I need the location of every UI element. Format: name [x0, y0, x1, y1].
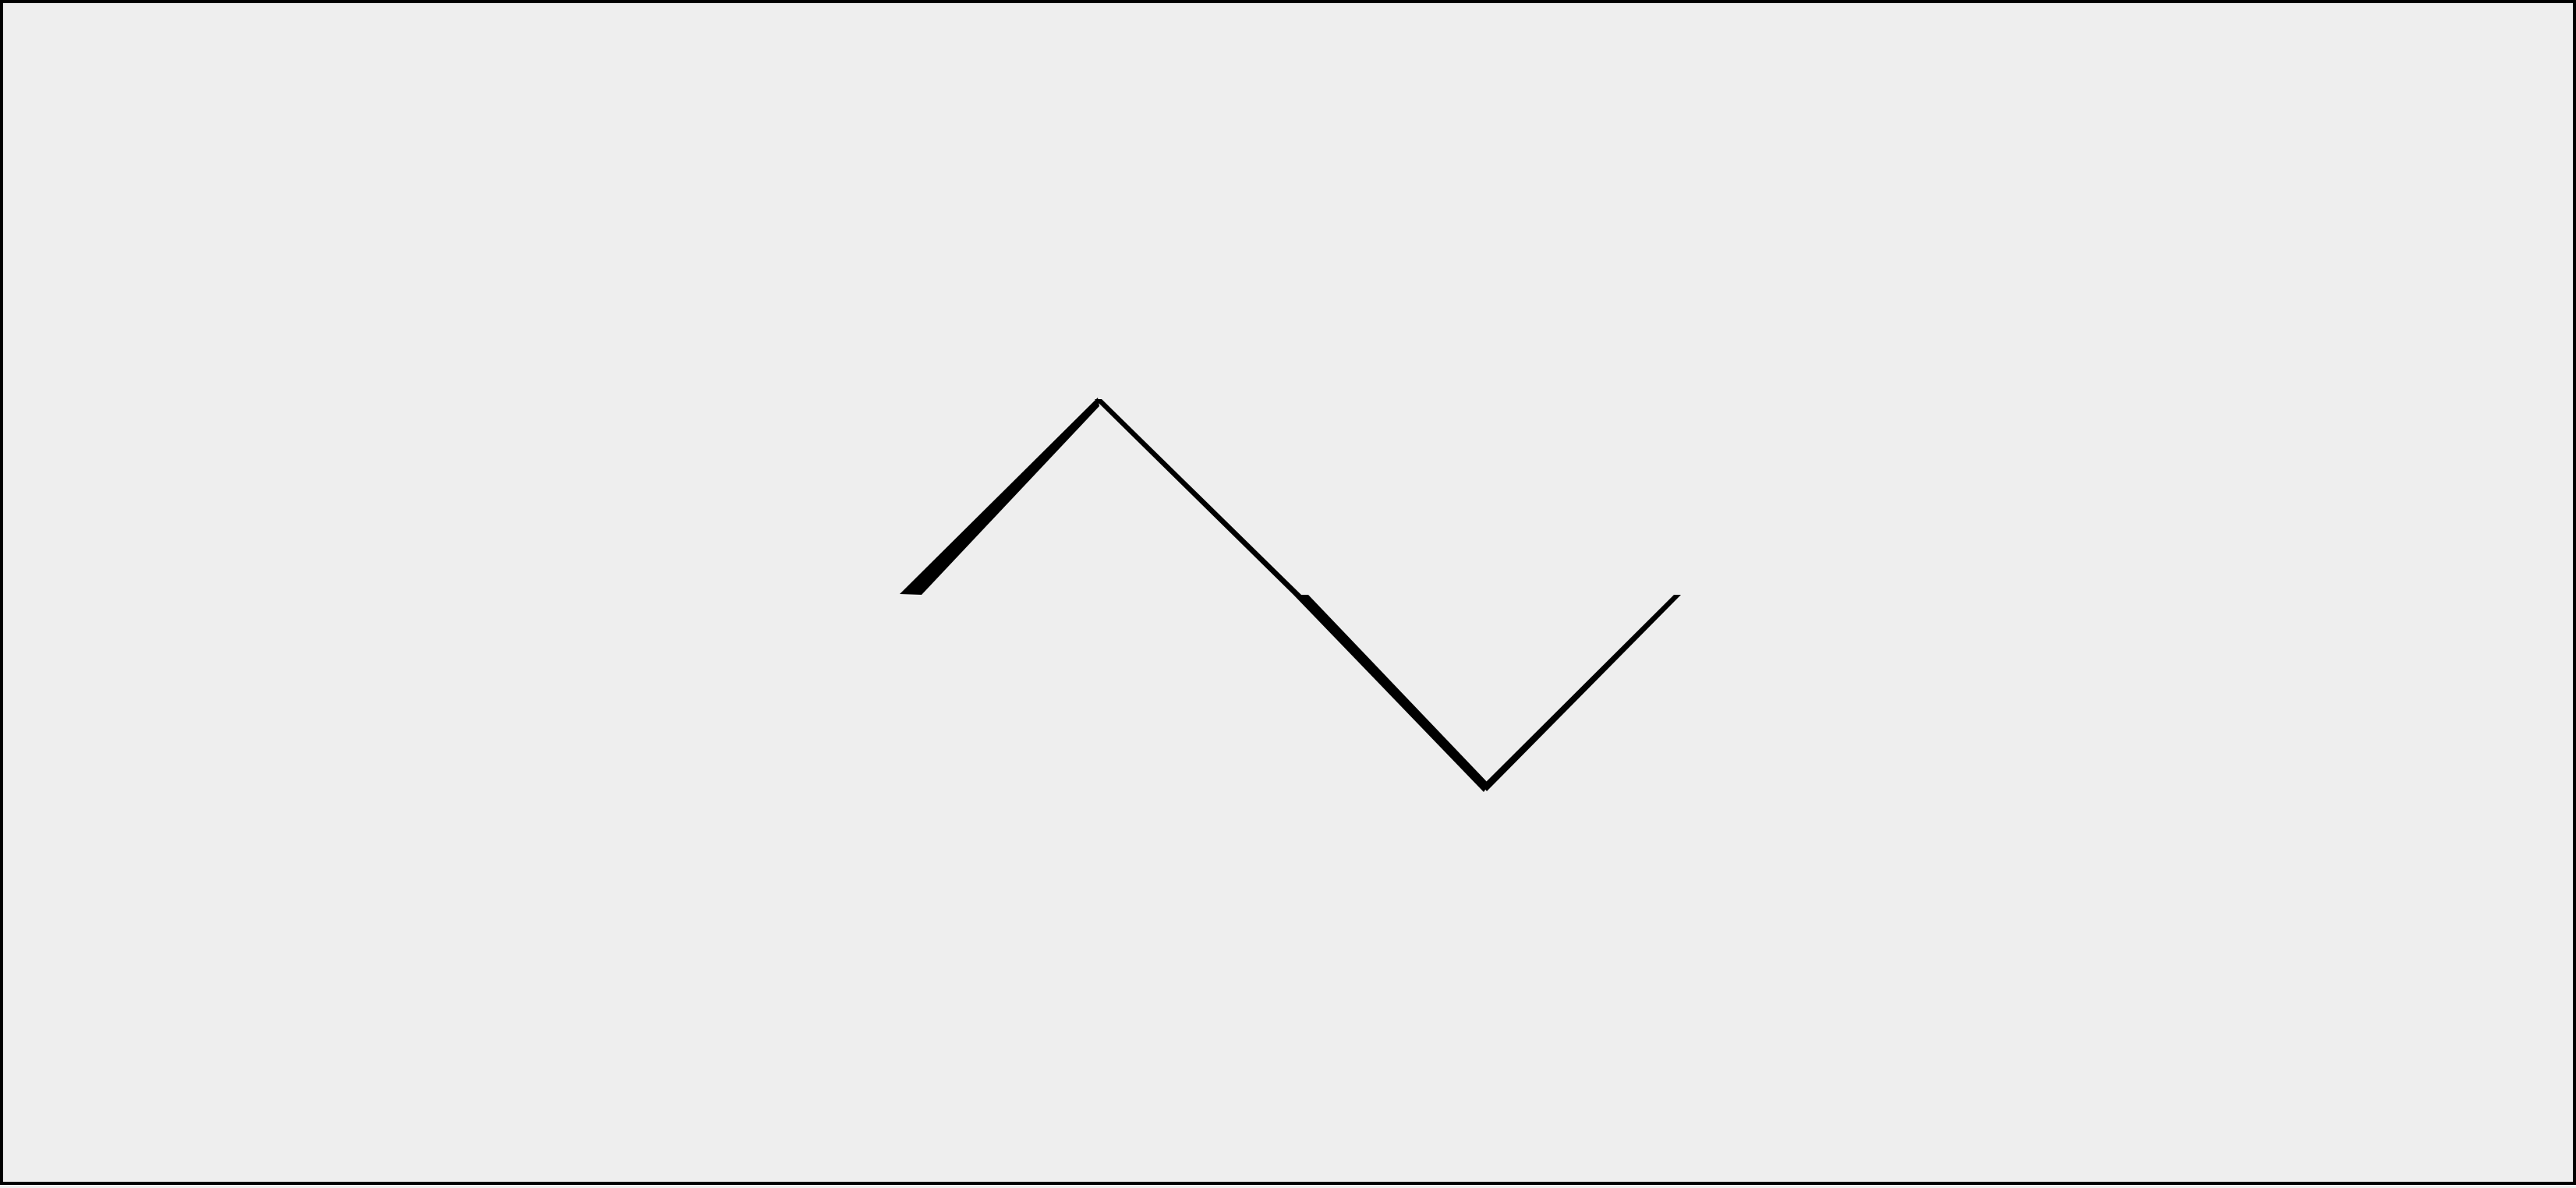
wave-segment-fall-2: [1293, 595, 1489, 792]
wave-segment-rise-1: [900, 398, 1099, 595]
zigzag-wave-figure: [900, 398, 1681, 792]
wave-segment-rise-2: [1482, 595, 1681, 791]
wave-segment-fall-1: [1095, 399, 1301, 595]
